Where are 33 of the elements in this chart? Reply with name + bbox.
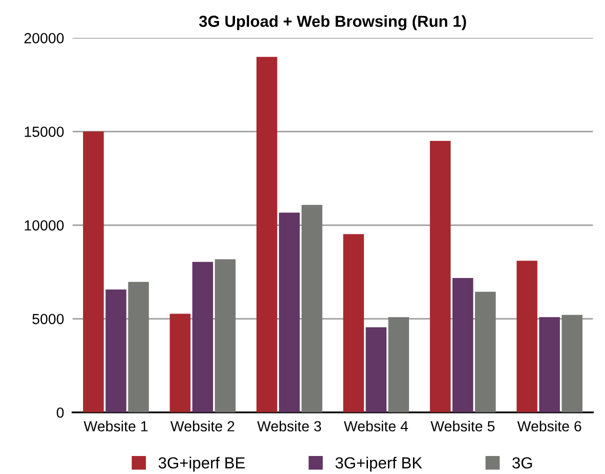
x-tick-label: Website 4 — [344, 420, 408, 432]
bar — [170, 314, 190, 412]
bar — [256, 56, 278, 412]
y-tick-label: 5000 — [32, 314, 64, 324]
bar — [83, 132, 104, 412]
bar — [539, 317, 560, 412]
bar — [302, 204, 322, 412]
bar — [343, 234, 364, 412]
y-tick-label: 0 — [56, 407, 64, 418]
legend-label: 3G — [512, 457, 532, 469]
bar — [366, 327, 386, 412]
chart-title: 3G Upload + Web Browsing (Run 1) — [199, 15, 466, 30]
bar — [562, 314, 582, 412]
x-tick-label: Website 1 — [84, 420, 148, 432]
x-tick-label: Website 3 — [257, 420, 322, 432]
bar — [430, 140, 451, 412]
x-tick-label: Website 6 — [517, 420, 582, 432]
bar — [106, 290, 126, 412]
bar — [192, 262, 214, 412]
bar — [128, 282, 149, 412]
bar — [452, 278, 474, 412]
bar — [516, 260, 538, 412]
bar — [388, 317, 410, 412]
x-tick-label: Website 5 — [430, 420, 495, 432]
bar — [279, 212, 300, 412]
legend-label: 3G+iperf BK — [335, 456, 422, 472]
x-tick-label: Website 2 — [170, 420, 234, 432]
legend-label: 3G+iperf BE — [158, 456, 245, 472]
y-tick-label: 15000 — [24, 126, 64, 137]
bar — [214, 259, 236, 412]
y-tick-label: 10000 — [24, 220, 64, 231]
y-tick-label: 20000 — [24, 33, 64, 44]
bar — [475, 292, 496, 412]
